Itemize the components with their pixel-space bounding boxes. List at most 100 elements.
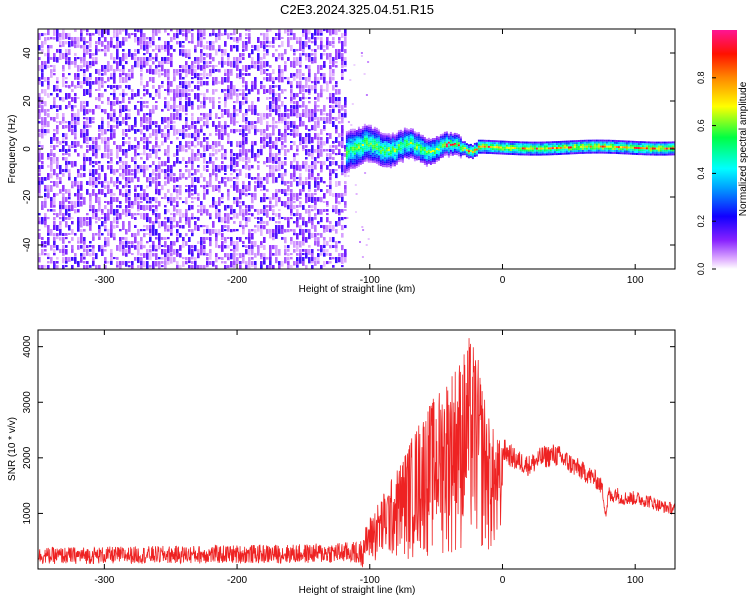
spectrogram-signal-cell (479, 147, 482, 150)
spectrogram-signal-cell (421, 146, 424, 149)
spectrogram-noise-cell (197, 177, 200, 184)
spectrogram-noise-cell (197, 61, 200, 67)
spectrogram-noise-cell (74, 177, 77, 184)
spectrogram-signal-cell (555, 147, 558, 150)
spectrogram-signal-cell (633, 148, 636, 151)
spectrogram-signal-cell (487, 141, 490, 144)
spectrogram-signal-cell (551, 151, 554, 154)
spectrogram-signal-cell (535, 147, 538, 150)
spectrogram-noise-cell (125, 245, 128, 248)
spectrogram-noise-cell (92, 177, 95, 183)
spectrogram-signal-cell (347, 134, 350, 137)
spectrogram-noise-cell (272, 89, 275, 95)
spectrogram-noise-cell (326, 253, 329, 256)
spectrogram-noise-cell (338, 133, 341, 138)
spectrogram-signal-cell (361, 136, 364, 138)
spectrogram-noise-cell (293, 129, 296, 136)
spectrogram-noise-cell (65, 245, 68, 248)
spectrogram-noise-cell (107, 153, 110, 159)
spectrogram-noise-cell (185, 105, 188, 112)
spectrogram-noise-cell (305, 89, 308, 93)
spectrogram-noise-cell (215, 133, 218, 136)
spectrogram-noise-cell (260, 69, 263, 75)
spectrogram-noise-cell (122, 129, 125, 136)
spectrogram-noise-cell (203, 185, 206, 190)
spectrogram-signal-cell (345, 147, 348, 150)
spectrogram-noise-cell (158, 49, 161, 53)
spectrogram-noise-cell (122, 97, 125, 103)
spectrogram-noise-cell (257, 113, 260, 116)
spectrogram-signal-cell (351, 154, 354, 157)
spectrogram-signal-cell (357, 150, 360, 153)
spectrogram-noise-cell (221, 113, 224, 118)
spectrogram-signal-cell (493, 140, 496, 143)
spectrogram-noise-cell (104, 29, 107, 34)
spectrogram-signal-cell (447, 139, 450, 142)
spectrogram-noise-cell (41, 249, 44, 256)
spectrogram-noise-cell (299, 73, 302, 80)
spectrogram-signal-cell (415, 150, 418, 153)
spectrogram-signal-cell (381, 159, 384, 162)
spectrogram-signal-cell (629, 152, 632, 155)
spectrogram-signal-cell (463, 145, 466, 148)
spectrogram-noise-cell (341, 125, 344, 131)
spectrogram-signal-cell (635, 143, 638, 145)
spectrogram-signal-cell (375, 149, 378, 152)
spectrogram-signal-cell (633, 140, 636, 143)
spectrogram-noise-cell (110, 221, 113, 227)
spectrogram-noise-cell (155, 65, 158, 69)
spectrogram-noise-cell (86, 81, 89, 86)
spectrogram-signal-cell (589, 149, 592, 152)
spectrogram-signal-cell (353, 164, 356, 167)
spectrogram-noise-cell (44, 77, 47, 82)
spectrogram-signal-cell (565, 146, 568, 149)
spectrogram-noise-cell (251, 249, 254, 256)
spectrogram-noise-cell (185, 141, 188, 148)
spectrogram-signal-cell (361, 134, 364, 136)
spectrogram-noise-cell (131, 57, 134, 60)
spectrogram-noise-cell (56, 237, 59, 240)
spectrogram-noise-cell (137, 101, 140, 103)
spectrogram-signal-cell (375, 139, 378, 142)
spectrogram-signal-cell (347, 156, 350, 159)
spectrogram-noise-cell (275, 145, 278, 150)
spectrogram-signal-cell (589, 147, 592, 150)
spectrogram-signal-cell (589, 141, 592, 144)
spectrogram-noise-cell (95, 217, 98, 221)
spectrogram-noise-cell (203, 205, 206, 211)
spectrogram-noise-cell (101, 93, 104, 98)
spectrogram-noise-cell (125, 121, 128, 126)
spectrogram-signal-cell (569, 148, 572, 151)
spectrogram-noise-cell (131, 73, 134, 79)
spectrogram-noise-cell (83, 37, 86, 42)
spectrogram-signal-cell (349, 138, 352, 141)
spectrogram-noise-cell (128, 181, 131, 184)
spectrogram-noise-cell (65, 85, 68, 88)
spectrogram-noise-cell (317, 97, 320, 102)
spectrogram-signal-cell (579, 143, 582, 146)
spectrogram-noise-cell (152, 57, 155, 60)
spectrogram-noise-cell (143, 213, 146, 220)
spectrogram-signal-cell (491, 152, 494, 155)
spectrogram-noise-cell (113, 225, 116, 229)
spectrogram-noise-cell (269, 257, 272, 261)
spectrogram-signal-cell (401, 154, 404, 157)
spectrogram-noise-cell (284, 89, 287, 92)
spectrogram-noise-cell (122, 29, 125, 32)
spectrogram-noise-cell (200, 173, 203, 178)
spectrogram-noise-cell (59, 217, 62, 220)
spectrogram-noise-cell (263, 53, 266, 60)
spectrogram-noise-cell (77, 65, 80, 72)
spectrogram-noise-cell (104, 221, 107, 224)
spectrogram-signal-cell (511, 149, 514, 151)
spectrogram-noise-cell (68, 241, 71, 244)
spectrogram-noise-cell (206, 261, 209, 267)
spectrogram-noise-cell (332, 41, 335, 45)
spectrogram-signal-cell (383, 133, 386, 136)
spectrogram-noise-cell (185, 133, 188, 138)
spectrogram-signal-cell (637, 151, 640, 154)
spectrogram-noise-cell (134, 49, 137, 53)
spectrogram-noise-cell (101, 245, 104, 250)
spectrogram-signal-cell (583, 141, 586, 144)
